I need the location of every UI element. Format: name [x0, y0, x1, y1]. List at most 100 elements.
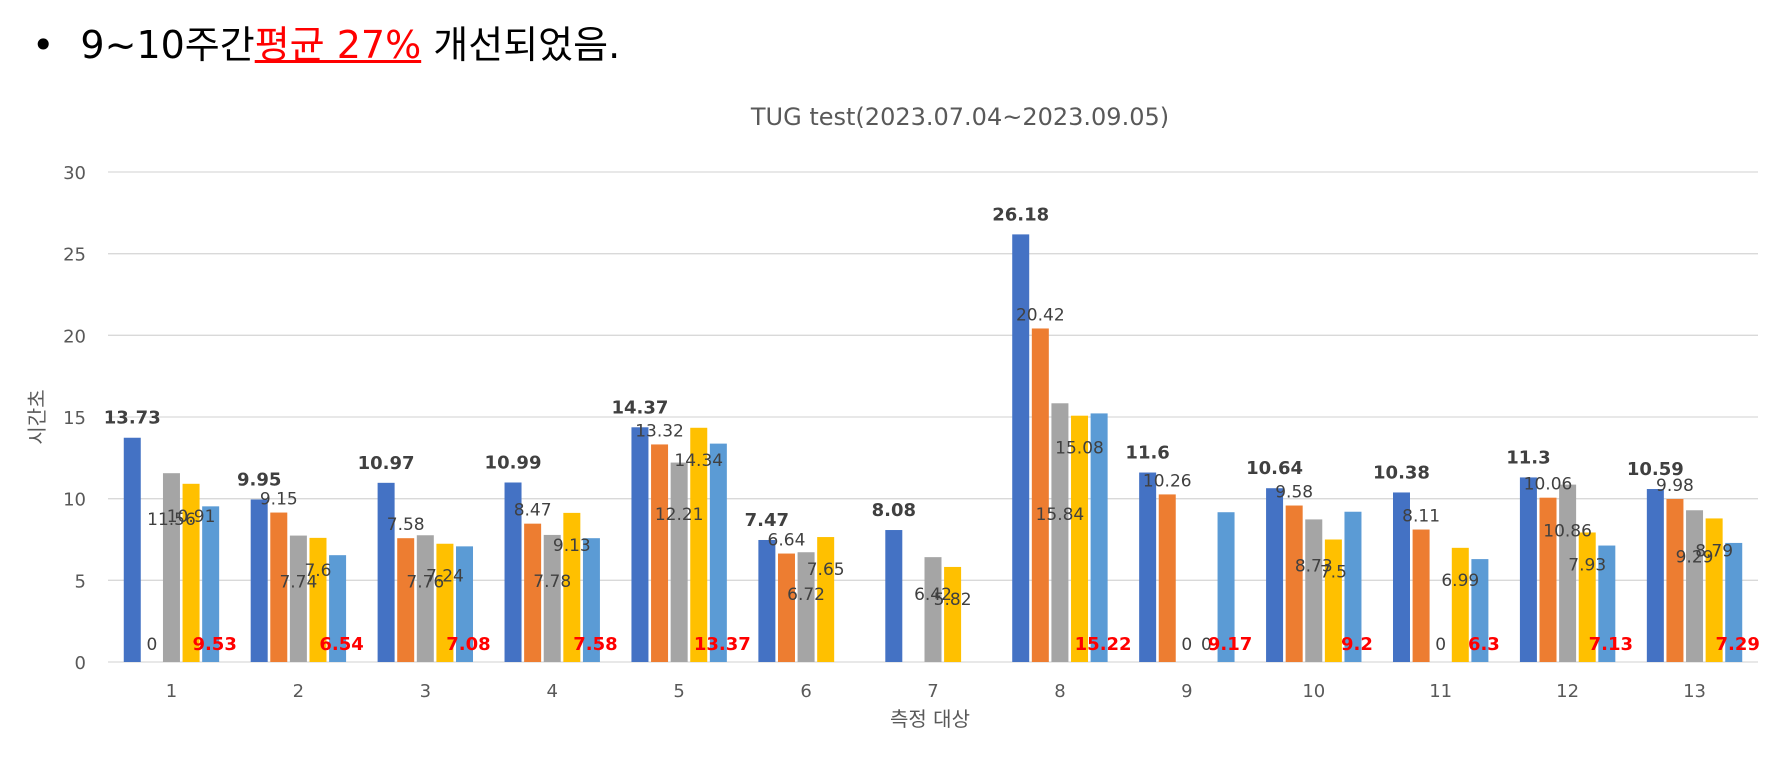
- x-tick-label: 5: [673, 681, 684, 702]
- bullet: •: [32, 23, 55, 67]
- data-label: 7.6: [304, 561, 331, 581]
- bar: [1598, 545, 1616, 662]
- bar: [1012, 234, 1030, 663]
- bar: [817, 537, 835, 662]
- data-label: 14.37: [611, 397, 668, 418]
- bar: [797, 552, 815, 662]
- data-label: 9.53: [192, 634, 236, 655]
- bar: [1031, 328, 1049, 662]
- bar: [329, 555, 347, 662]
- bar: [1090, 413, 1108, 662]
- data-label: 0: [1181, 635, 1192, 655]
- data-label: 9.29: [1676, 547, 1714, 567]
- bar: [631, 427, 649, 662]
- bar: [1725, 542, 1743, 662]
- data-label: 8.47: [514, 501, 552, 521]
- bars: [123, 234, 1743, 663]
- data-label: 10.64: [1246, 458, 1303, 479]
- bar: [397, 538, 415, 662]
- bar: [289, 535, 307, 662]
- bar: [202, 506, 220, 662]
- data-label: 0: [146, 635, 157, 655]
- header-after: 개선되었음.: [433, 23, 621, 67]
- bar: [416, 535, 434, 662]
- data-label: 13.32: [635, 421, 684, 441]
- data-label: 10.38: [1373, 462, 1430, 483]
- bar: [1266, 488, 1284, 662]
- data-label: 14.34: [674, 451, 723, 471]
- data-label: 9.58: [1275, 483, 1313, 503]
- bar: [651, 444, 669, 662]
- data-label: 20.42: [1016, 305, 1065, 325]
- bar: [924, 557, 942, 662]
- bar: [670, 462, 688, 662]
- bar: [162, 473, 180, 662]
- data-label: 8.11: [1402, 507, 1440, 527]
- x-tick-label: 12: [1556, 681, 1579, 702]
- data-label: 6.42: [914, 585, 952, 605]
- data-label: 7.29: [1716, 634, 1760, 655]
- data-label: 8.73: [1295, 556, 1333, 576]
- bar: [123, 437, 141, 662]
- bar: [1305, 519, 1323, 662]
- y-axis-ticks: 0 5 10 15 20 25 30: [63, 163, 86, 674]
- data-label: 11.56: [147, 510, 196, 530]
- x-tick-label: 7: [927, 681, 938, 702]
- data-label: 15.08: [1055, 439, 1104, 459]
- bar: [1519, 477, 1537, 662]
- data-label: 10.26: [1143, 471, 1192, 491]
- data-label: 7.76: [406, 572, 444, 592]
- y-tick-label: 10: [63, 490, 86, 511]
- data-label: 8.08: [872, 500, 916, 521]
- data-label: 13.37: [694, 634, 751, 655]
- bar: [543, 534, 561, 662]
- header-highlight: 평균 27%: [254, 23, 422, 67]
- data-label: 6.72: [787, 585, 825, 605]
- data-label: 7.5: [1320, 563, 1347, 583]
- bar: [1539, 497, 1557, 662]
- header-text: • 9~10주간평균 27% 개선되었음.: [32, 14, 620, 69]
- bar: [1705, 518, 1723, 662]
- bar: [1471, 559, 1489, 662]
- bar: [777, 553, 795, 662]
- data-label: 7.58: [573, 634, 617, 655]
- bar: [582, 538, 600, 662]
- bar: [456, 546, 474, 662]
- data-label: 6.54: [319, 634, 363, 655]
- x-tick-label: 3: [420, 681, 431, 702]
- data-labels: 13.73 9.95 10.97 10.99 14.37 7.47 8.08 26.18 11.…: [104, 204, 1760, 655]
- data-label: 13.73: [104, 408, 161, 429]
- x-tick-label: 11: [1429, 681, 1452, 702]
- x-axis-ticks: 1 2 3 4 5 6 7 8 9 10 11 12 13: [166, 681, 1706, 702]
- bar: [944, 566, 962, 662]
- data-label: 10.91: [167, 507, 216, 527]
- bar: [524, 523, 542, 662]
- data-label: 15.84: [1036, 505, 1085, 525]
- data-label: 6.99: [1441, 571, 1479, 591]
- data-label: 10.86: [1543, 522, 1592, 542]
- data-label: 6.3: [1468, 634, 1500, 655]
- x-axis-title: 측정 대상: [890, 707, 970, 731]
- x-tick-label: 9: [1181, 681, 1192, 702]
- bar: [1559, 484, 1577, 662]
- data-label: 7.65: [807, 560, 845, 580]
- bar: [250, 499, 268, 662]
- x-tick-label: 8: [1054, 681, 1065, 702]
- bar: [1451, 547, 1469, 662]
- bar: [885, 530, 903, 662]
- bar: [377, 482, 395, 662]
- y-tick-label: 0: [75, 653, 86, 674]
- data-label: 0: [1435, 635, 1446, 655]
- bar: [1051, 403, 1069, 662]
- data-label: 9.13: [553, 536, 591, 556]
- data-label: 10.06: [1524, 475, 1573, 495]
- bar: [1344, 511, 1362, 662]
- bar: [563, 512, 581, 662]
- y-tick-label: 30: [63, 163, 86, 184]
- bar: [1139, 472, 1157, 662]
- y-tick-label: 5: [75, 571, 86, 592]
- data-label: 8.79: [1695, 541, 1733, 561]
- x-tick-label: 4: [547, 681, 558, 702]
- data-label: 7.93: [1568, 555, 1606, 575]
